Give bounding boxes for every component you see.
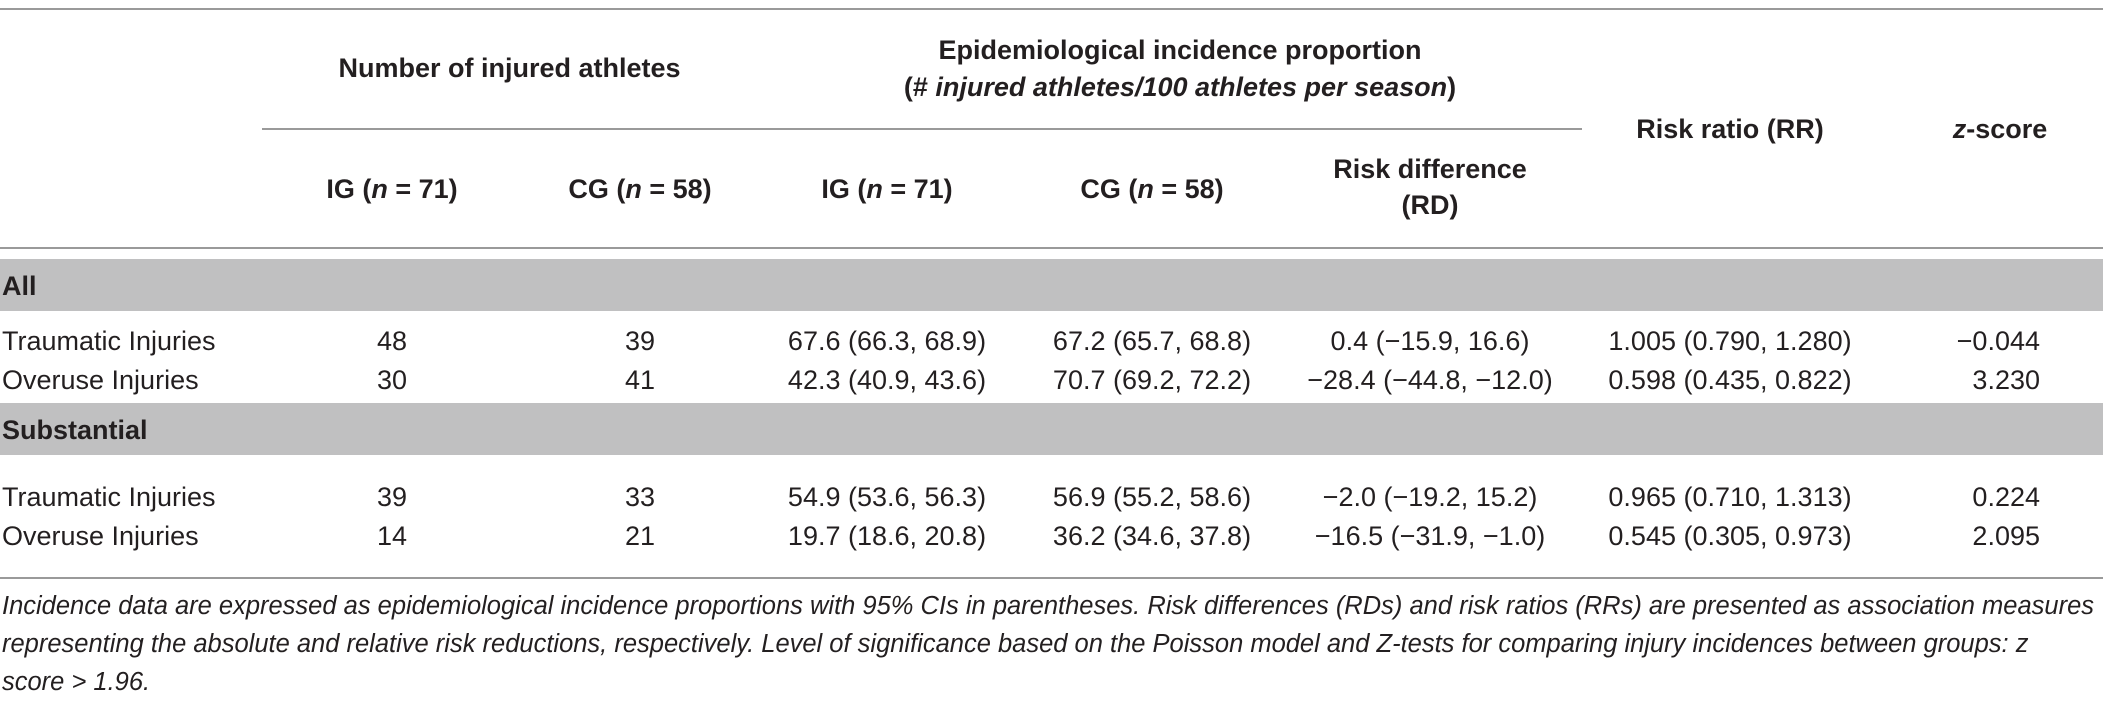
cell-cg-count: 21 (624, 521, 656, 551)
cell-risk-ratio: 0.545 (0.305, 0.973) (1608, 521, 1852, 551)
row-label: Overuse Injuries (2, 521, 199, 551)
header-incidence-proportion-subtitle: (# injured athletes/100 athletes per sea… (903, 72, 1457, 102)
cell-cg-count: 33 (624, 482, 656, 512)
header-incidence-proportion: Epidemiological incidence proportion (938, 35, 1422, 65)
cell-ig-incidence: 42.3 (40.9, 43.6) (787, 365, 987, 395)
row-label: Traumatic Injuries (2, 482, 216, 512)
cell-risk-difference: 0.4 (−15.9, 16.6) (1330, 326, 1530, 356)
header-cg-incidence: CG (n = 58) (1080, 174, 1224, 204)
header-injured-athletes: Number of injured athletes (338, 53, 681, 83)
cell-ig-count: 39 (376, 482, 408, 512)
table-bottom-rule (0, 577, 2103, 579)
section-label-all: All (2, 271, 37, 301)
cell-cg-incidence: 70.7 (69.2, 72.2) (1052, 365, 1252, 395)
cell-risk-ratio: 1.005 (0.790, 1.280) (1608, 326, 1852, 356)
section-label-substantial: Substantial (2, 415, 148, 445)
section-band-substantial (0, 403, 2103, 455)
header-zscore: z-score (1952, 114, 2048, 144)
row-label: Traumatic Injuries (2, 326, 216, 356)
header-bottom-rule (0, 247, 2103, 249)
cell-ig-incidence: 67.6 (66.3, 68.9) (787, 326, 987, 356)
header-risk-ratio: Risk ratio (RR) (1636, 114, 1824, 144)
header-cg-count: CG (n = 58) (568, 174, 712, 204)
row-label: Overuse Injuries (2, 365, 199, 395)
cell-zscore: 2.095 (1972, 521, 2040, 551)
table-footnote: Incidence data are expressed as epidemio… (2, 592, 2095, 696)
cell-zscore: 3.230 (1972, 365, 2040, 395)
table-top-rule (0, 8, 2103, 10)
cell-risk-ratio: 0.598 (0.435, 0.822) (1608, 365, 1852, 395)
header-risk-difference: Risk difference (RD) (1333, 154, 1527, 220)
cell-cg-incidence: 56.9 (55.2, 58.6) (1052, 482, 1252, 512)
header-ig-count: IG (n = 71) (326, 174, 458, 204)
cell-ig-count: 48 (376, 326, 408, 356)
cell-risk-difference: −28.4 (−44.8, −12.0) (1307, 365, 1553, 395)
header-divider (262, 128, 1582, 130)
cell-zscore: 0.224 (1972, 482, 2040, 512)
cell-risk-difference: −2.0 (−19.2, 15.2) (1322, 482, 1538, 512)
cell-risk-difference: −16.5 (−31.9, −1.0) (1314, 521, 1546, 551)
cell-cg-count: 39 (624, 326, 656, 356)
cell-zscore: −0.044 (1956, 326, 2040, 356)
cell-ig-incidence: 19.7 (18.6, 20.8) (787, 521, 987, 551)
section-band-all (0, 259, 2103, 311)
cell-ig-incidence: 54.9 (53.6, 56.3) (787, 482, 987, 512)
cell-cg-count: 41 (624, 365, 656, 395)
cell-cg-incidence: 67.2 (65.7, 68.8) (1052, 326, 1252, 356)
cell-cg-incidence: 36.2 (34.6, 37.8) (1052, 521, 1252, 551)
cell-ig-count: 14 (376, 521, 408, 551)
cell-ig-count: 30 (376, 365, 408, 395)
header-ig-incidence: IG (n = 71) (821, 174, 953, 204)
cell-risk-ratio: 0.965 (0.710, 1.313) (1608, 482, 1852, 512)
